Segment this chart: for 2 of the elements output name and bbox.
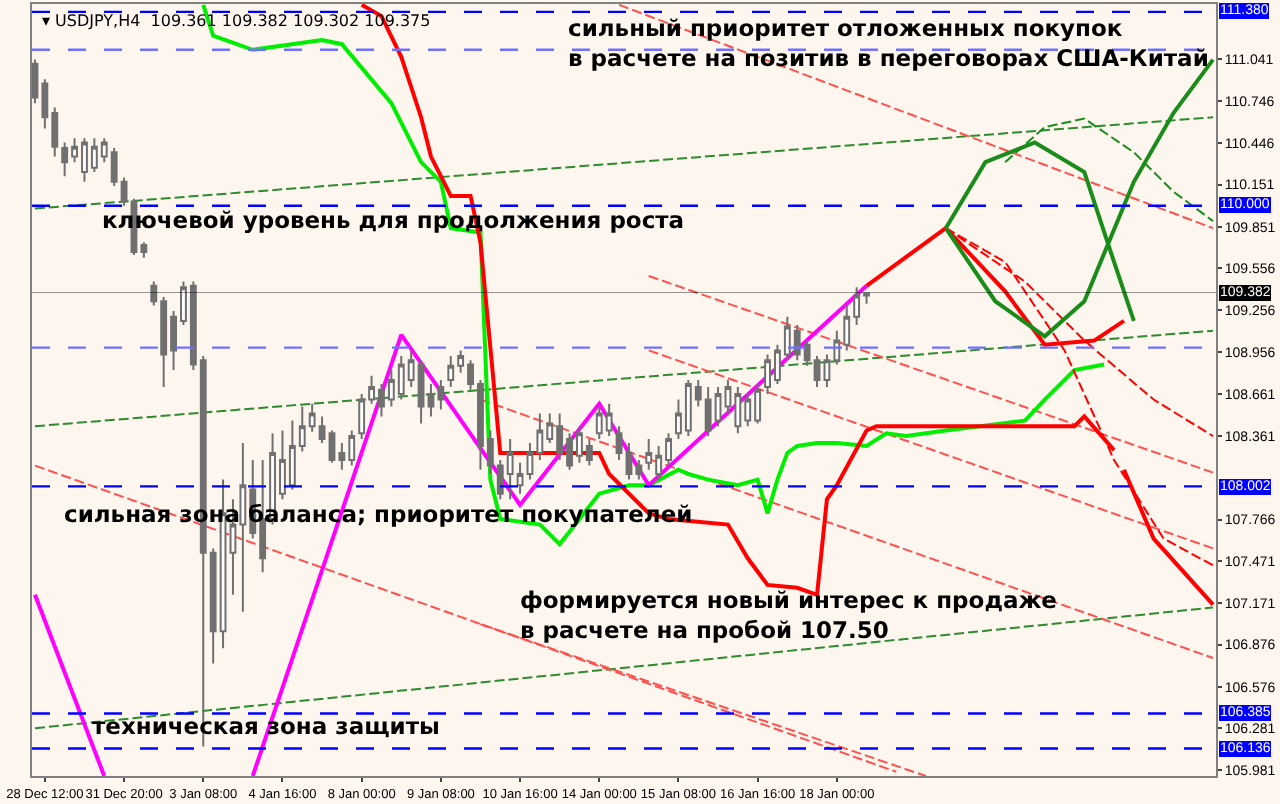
annotation: сильный приоритет отложенных покупок в расчете на позитив в переговорах США-Китай [568,14,1209,72]
annotation: формируется новый интерес к продаже в расчете на пробой 107.50 [520,586,1058,644]
